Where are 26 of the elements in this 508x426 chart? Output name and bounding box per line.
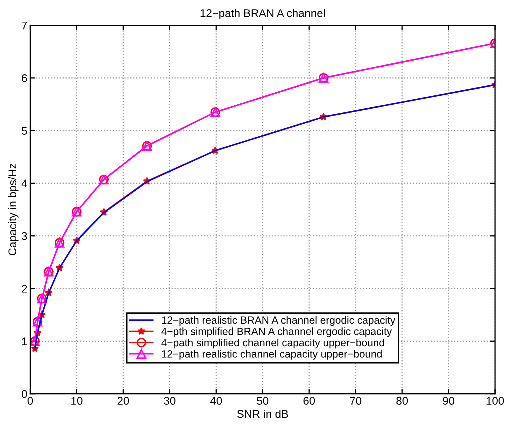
y-tick-label: 7 [22, 22, 28, 30]
x-tick-label: 100 [486, 397, 504, 405]
y-tick-label: 3 [22, 232, 28, 240]
x-tick-label: 40 [210, 397, 222, 405]
y-axis-title: Capacity in bps/Hz [8, 164, 19, 256]
legend-label: 12−path realistic channel capacity upper−bound [162, 350, 382, 360]
y-tick-label: 0 [22, 390, 28, 398]
x-tick-label: 70 [350, 397, 362, 405]
y-tick-label: 4 [22, 180, 28, 188]
y-tick-label: 1 [22, 338, 28, 346]
chart-title: 12−path BRAN A channel [200, 9, 326, 20]
legend-label: 4−pth simplified BRAN A channel ergodic capacity [162, 328, 392, 338]
legend-label: 12−path realistic BRAN A channel ergodic capacity [162, 316, 396, 326]
y-tick-label: 5 [22, 127, 28, 135]
x-axis-title: SNR in dB [237, 410, 288, 418]
x-tick-label: 30 [164, 397, 176, 405]
x-tick-label: 80 [396, 397, 408, 405]
x-tick-label: 20 [118, 397, 130, 405]
x-tick-label: 10 [72, 397, 83, 405]
x-tick-label: 0 [28, 397, 34, 405]
x-tick-label: 50 [257, 397, 269, 405]
legend-label: 4−path simplified channel capacity upper−bound [162, 338, 384, 349]
x-tick-label: 60 [304, 397, 316, 405]
y-tick-label: 2 [22, 285, 28, 293]
y-tick-label: 6 [22, 74, 28, 82]
x-tick-label: 90 [443, 397, 455, 405]
